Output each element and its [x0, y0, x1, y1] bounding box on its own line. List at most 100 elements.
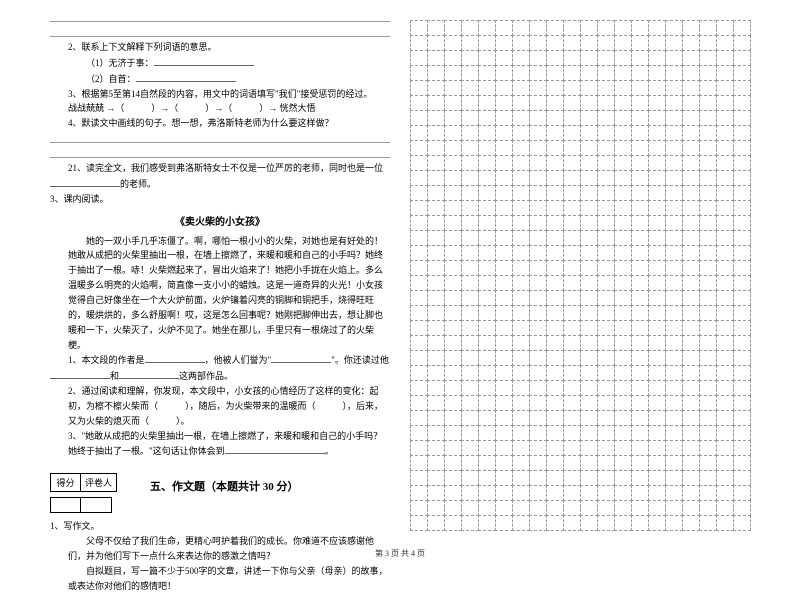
- grid-cell: [461, 350, 479, 366]
- grid-cell: [461, 455, 479, 471]
- grid-cell: [665, 275, 683, 291]
- grid-cell: [461, 395, 479, 411]
- grid-cell: [478, 155, 496, 171]
- grid-cell: [597, 485, 615, 501]
- grid-cell: [478, 65, 496, 81]
- k3-q2: 2、通过阅读和理解，你发现，本文段中，小女孩的心情经历了这样的变化：起初，为檫不…: [50, 384, 390, 429]
- grid-cell: [716, 485, 734, 501]
- grid-cell: [410, 440, 428, 456]
- grid-cell: [597, 140, 615, 156]
- grid-cell: [699, 110, 717, 126]
- grid-cell: [478, 125, 496, 141]
- grid-cell: [631, 155, 649, 171]
- grid-cell: [478, 365, 496, 381]
- grid-cell: [733, 245, 751, 261]
- grid-cell: [682, 305, 700, 321]
- grid-cell: [529, 515, 547, 531]
- grid-cell: [682, 35, 700, 51]
- grid-cell: [563, 305, 581, 321]
- grid-cell: [682, 290, 700, 306]
- k3-q1e: 这两部作品。: [179, 371, 233, 381]
- grid-cell: [631, 485, 649, 501]
- grid-cell: [546, 275, 564, 291]
- k3-label: 3、课内阅读。: [50, 192, 390, 207]
- grid-cell: [580, 215, 598, 231]
- grid-cell: [563, 410, 581, 426]
- grid-cell: [733, 425, 751, 441]
- grid-cell: [597, 170, 615, 186]
- grid-cell: [614, 365, 632, 381]
- grid-cell: [665, 215, 683, 231]
- grid-cell: [648, 350, 666, 366]
- grid-cell: [614, 155, 632, 171]
- grid-cell: [529, 395, 547, 411]
- grid-cell: [631, 140, 649, 156]
- grid-cell: [614, 125, 632, 141]
- grid-cell: [444, 320, 462, 336]
- grid-cell: [529, 80, 547, 96]
- grid-cell: [614, 65, 632, 81]
- grid-cell: [512, 455, 530, 471]
- grid-cell: [495, 440, 513, 456]
- grid-cell: [546, 440, 564, 456]
- answer-line: [50, 25, 390, 37]
- grid-cell: [580, 470, 598, 486]
- grid-cell: [546, 260, 564, 276]
- grid-cell: [699, 470, 717, 486]
- grid-cell: [733, 500, 751, 516]
- grid-cell: [444, 365, 462, 381]
- q2-item1-label: （1）无济于事：: [86, 58, 154, 68]
- blank: [145, 352, 205, 363]
- grid-cell: [733, 125, 751, 141]
- grid-cell: [631, 320, 649, 336]
- grid-cell: [427, 140, 445, 156]
- grid-cell: [597, 110, 615, 126]
- grid-cell: [495, 140, 513, 156]
- grid-cell: [648, 410, 666, 426]
- grid-cell: [444, 485, 462, 501]
- grid-cell: [580, 305, 598, 321]
- grid-cell: [716, 80, 734, 96]
- grid-cell: [512, 515, 530, 531]
- grid-cell: [733, 185, 751, 201]
- grid-cell: [512, 35, 530, 51]
- grid-cell: [461, 485, 479, 501]
- grid-cell: [495, 125, 513, 141]
- grid-cell: [648, 470, 666, 486]
- grid-cell: [665, 395, 683, 411]
- grid-cell: [716, 440, 734, 456]
- grid-cell: [546, 35, 564, 51]
- grid-cell: [682, 335, 700, 351]
- grid-cell: [716, 455, 734, 471]
- q2-item1: （1）无济于事：: [50, 55, 390, 71]
- grid-cell: [563, 50, 581, 66]
- grid-cell: [461, 305, 479, 321]
- grid-cell: [444, 140, 462, 156]
- grid-cell: [444, 215, 462, 231]
- grid-cell: [495, 350, 513, 366]
- grid-cell: [631, 65, 649, 81]
- grid-cell: [461, 110, 479, 126]
- grid-cell: [512, 290, 530, 306]
- grid-cell: [716, 200, 734, 216]
- grid-cell: [512, 230, 530, 246]
- grid-cell: [665, 350, 683, 366]
- grid-cell: [410, 320, 428, 336]
- grid-cell: [563, 395, 581, 411]
- grid-cell: [597, 500, 615, 516]
- grid-cell: [597, 260, 615, 276]
- grid-cell: [512, 350, 530, 366]
- grid-cell: [495, 155, 513, 171]
- grid-cell: [699, 320, 717, 336]
- grid-cell: [614, 440, 632, 456]
- grid-cell: [580, 230, 598, 246]
- grid-cell: [529, 65, 547, 81]
- grid-cell: [546, 320, 564, 336]
- grid-cell: [648, 515, 666, 531]
- grid-cell: [546, 50, 564, 66]
- grid-cell: [733, 140, 751, 156]
- grid-cell: [495, 35, 513, 51]
- grid-cell: [716, 350, 734, 366]
- grid-cell: [614, 50, 632, 66]
- grid-cell: [699, 230, 717, 246]
